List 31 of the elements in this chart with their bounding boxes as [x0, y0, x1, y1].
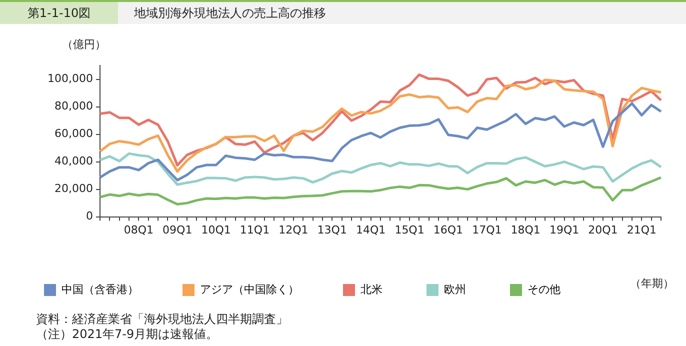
chart-subtitle: 第1-1-10図 [0, 2, 118, 24]
y-tick-label: 80,000 [54, 100, 93, 113]
x-tick-label: 19Q1 [549, 223, 580, 236]
y-tick-label: 100,000 [48, 72, 93, 86]
x-tick-label: 18Q1 [510, 223, 540, 236]
y-tick-label: 60,000 [54, 127, 93, 140]
legend-label: 北米 [360, 282, 382, 296]
chart-title: 地域別海外現地法人の売上高の推移 [134, 5, 326, 22]
x-tick-label: 11Q1 [240, 223, 270, 236]
x-tick-label: 16Q1 [433, 223, 464, 236]
x-tick-label: 14Q1 [356, 223, 386, 236]
y-tick-label: 20,000 [54, 182, 93, 196]
text: 資料：経済産業省「海外現地法人四半期調査」 [36, 312, 288, 327]
x-tick-label: 10Q1 [201, 223, 231, 236]
x-tick-label: 08Q1 [124, 223, 154, 236]
x-tick-label: 20Q1 [588, 223, 618, 236]
text: （注）2021年7-9月期は速報値。 [36, 327, 220, 342]
y-tick-label: 0 [86, 210, 93, 223]
legend-label: 欧州 [444, 282, 466, 296]
x-tick-label: 21Q1 [626, 223, 656, 236]
x-tick-label: 17Q1 [472, 223, 502, 236]
y-tick-label: 40,000 [54, 154, 93, 168]
legend-label: アジア（中国除く） [200, 282, 299, 296]
y-axis-title: （億円） [62, 37, 106, 52]
x-axis-title: （年期） [630, 276, 674, 291]
legend-label: その他 [528, 282, 560, 296]
x-tick-label: 15Q1 [394, 223, 424, 236]
legend-label: 中国（含香港） [62, 282, 138, 296]
x-tick-label: 12Q1 [278, 223, 308, 236]
x-tick-label: 09Q1 [162, 223, 192, 236]
x-tick-label: 13Q1 [317, 223, 347, 236]
